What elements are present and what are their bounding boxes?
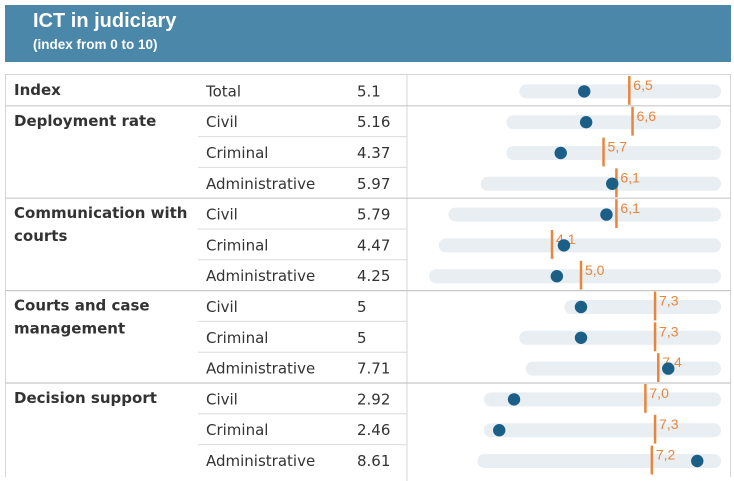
row-subcategory: Administrative bbox=[206, 452, 315, 470]
reference-label: 7,2 bbox=[656, 447, 676, 463]
row-value: 5 bbox=[357, 298, 367, 316]
reference-label: 7,3 bbox=[659, 416, 679, 432]
reference-label: 6,6 bbox=[637, 108, 657, 124]
row-value: 4.25 bbox=[357, 267, 390, 285]
row-subcategory: Civil bbox=[206, 206, 238, 224]
value-dot bbox=[579, 116, 593, 129]
value-dot bbox=[507, 393, 521, 406]
value-dot bbox=[600, 208, 613, 221]
chart-title: ICT in judiciary bbox=[33, 10, 177, 32]
group-label: Communication with bbox=[14, 204, 187, 222]
value-dot bbox=[578, 85, 591, 98]
value-dot bbox=[662, 362, 675, 375]
reference-label: 7,3 bbox=[659, 293, 679, 309]
row-subcategory: Administrative bbox=[206, 175, 315, 193]
reference-label: 6,1 bbox=[620, 200, 640, 216]
row-value: 4.47 bbox=[357, 236, 390, 254]
group-label: Courts and case bbox=[14, 297, 150, 315]
row-value: 5.79 bbox=[357, 206, 390, 224]
row-value: 4.37 bbox=[357, 144, 390, 162]
row-value: 5.1 bbox=[357, 82, 381, 100]
group-label: Deployment rate bbox=[14, 112, 156, 130]
value-dot bbox=[493, 424, 506, 437]
value-dot bbox=[574, 331, 588, 344]
row-subcategory: Criminal bbox=[206, 236, 268, 254]
row-value: 5 bbox=[357, 329, 367, 347]
row-subcategory: Civil bbox=[206, 113, 238, 131]
row-subcategory: Criminal bbox=[206, 329, 268, 347]
reference-label: 5,0 bbox=[585, 262, 605, 278]
value-dot bbox=[557, 239, 571, 252]
row-value: 7.71 bbox=[357, 360, 390, 378]
reference-label: 7,3 bbox=[659, 323, 679, 339]
value-dot bbox=[554, 146, 567, 160]
group-label: courts bbox=[14, 227, 67, 245]
group-label: Decision support bbox=[14, 389, 157, 407]
row-value: 8.61 bbox=[357, 452, 390, 470]
row-value: 5.97 bbox=[357, 175, 390, 193]
group-label: Index bbox=[14, 81, 61, 99]
reference-label: 7,0 bbox=[649, 385, 669, 401]
table-frame bbox=[5, 74, 731, 477]
group-label: management bbox=[14, 320, 125, 338]
row-subcategory: Criminal bbox=[206, 421, 268, 439]
reference-label: 6,5 bbox=[633, 77, 653, 93]
row-subcategory: Administrative bbox=[206, 360, 315, 378]
value-dot bbox=[550, 270, 564, 283]
value-dot bbox=[606, 177, 619, 190]
header-banner: ICT in judiciary (index from 0 to 10) bbox=[5, 5, 731, 62]
row-value: 5.16 bbox=[357, 113, 390, 131]
chart-subtitle: (index from 0 to 10) bbox=[33, 37, 158, 52]
row-subcategory: Total bbox=[205, 82, 241, 100]
row-subcategory: Criminal bbox=[206, 144, 268, 162]
row-subcategory: Administrative bbox=[206, 267, 315, 285]
value-dot bbox=[574, 300, 588, 314]
reference-label: 5,7 bbox=[608, 139, 628, 155]
value-dot bbox=[691, 454, 704, 468]
reference-label: 6,1 bbox=[620, 169, 640, 185]
row-value: 2.92 bbox=[357, 390, 390, 408]
row-value: 2.46 bbox=[357, 421, 390, 439]
row-subcategory: Civil bbox=[206, 390, 238, 408]
row-subcategory: Civil bbox=[206, 298, 238, 316]
